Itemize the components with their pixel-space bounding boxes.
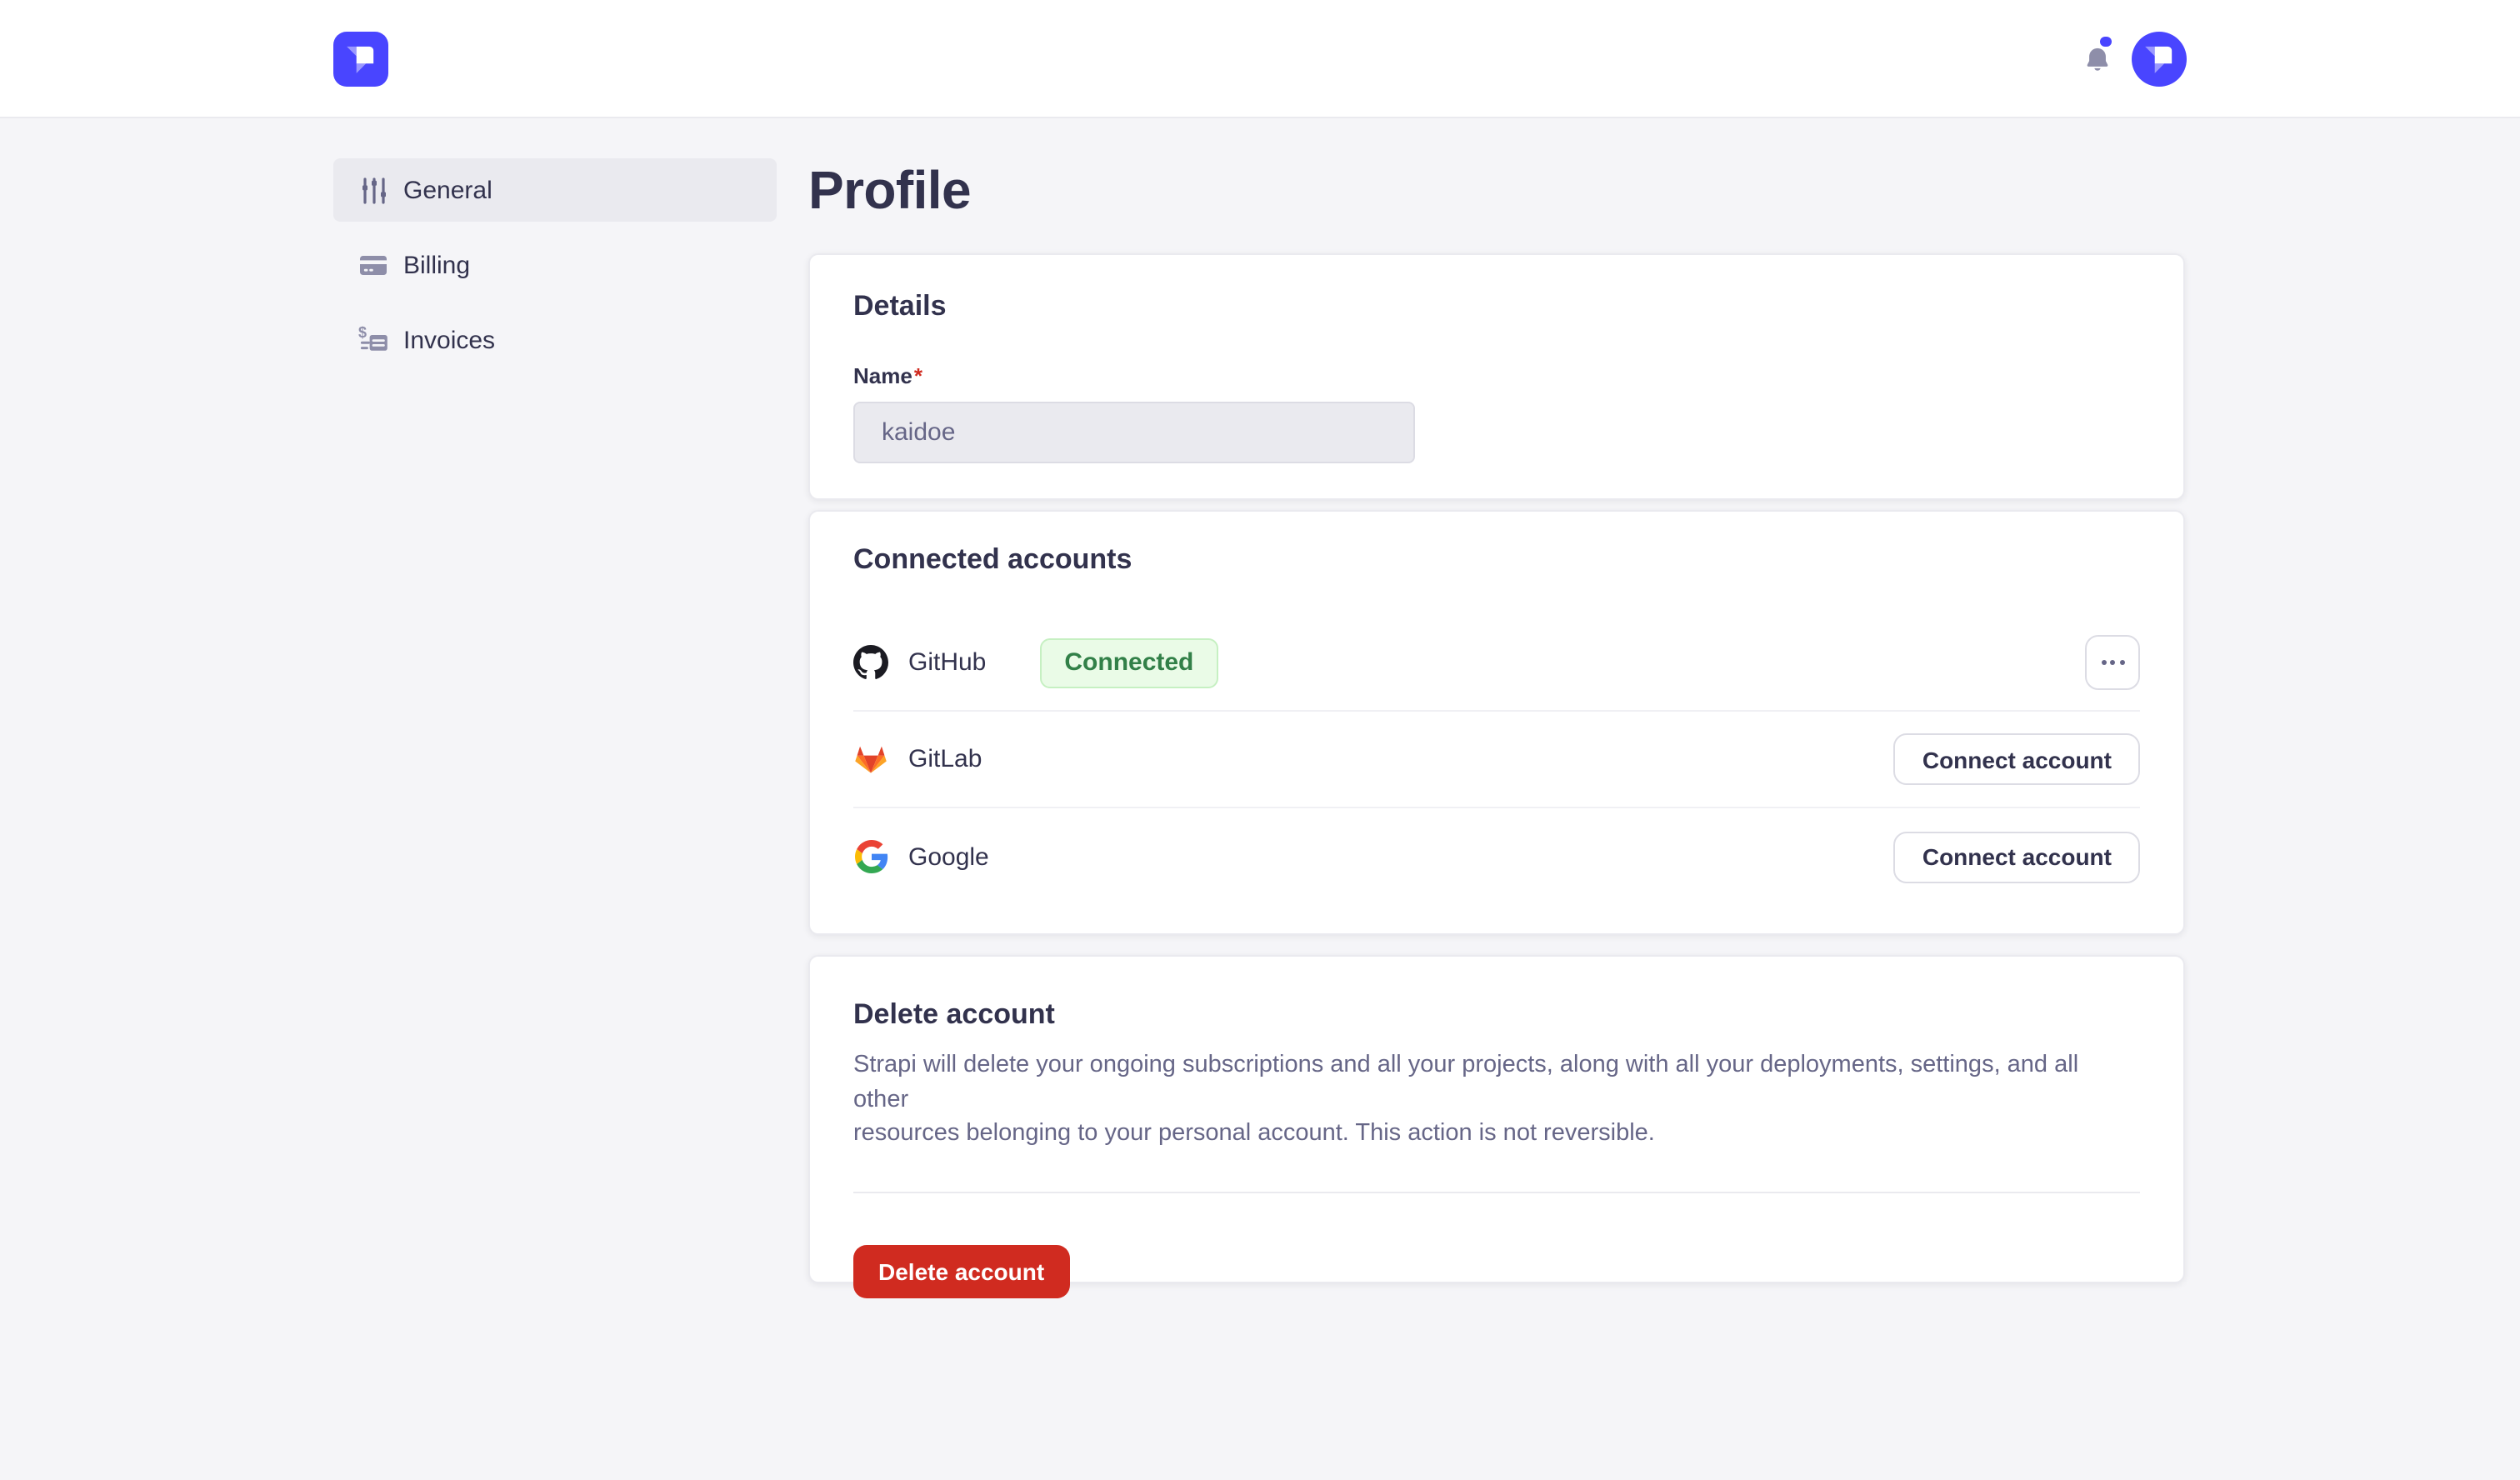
avatar-strapi-icon (2132, 32, 2187, 87)
ellipsis-icon (2101, 660, 2106, 665)
name-label: Name * (853, 363, 922, 388)
credit-card-icon (358, 250, 388, 280)
delete-account-description: Strapi will delete your ongoing subscrip… (853, 1052, 2079, 1147)
sidebar-item-label: General (403, 176, 492, 204)
details-card: Details Name * (808, 253, 2185, 500)
notifications-button[interactable] (2078, 33, 2118, 80)
account-name: GitHub (908, 648, 987, 677)
strapi-logo[interactable] (333, 32, 388, 87)
details-heading: Details (853, 290, 947, 322)
connect-gitlab-button[interactable]: Connect account (1893, 733, 2140, 785)
page-title: Profile (808, 160, 972, 220)
github-more-options-button[interactable] (2085, 635, 2140, 690)
top-header (0, 0, 2520, 118)
sidebar-item-invoices[interactable]: $ Invoices (333, 308, 777, 372)
delete-account-card: Delete account Strapi will delete your o… (808, 955, 2185, 1298)
strapi-logo-icon (333, 32, 388, 87)
sidebar-item-billing[interactable]: Billing (333, 233, 777, 297)
connect-google-button[interactable]: Connect account (1893, 831, 2140, 882)
github-icon (853, 645, 888, 680)
delete-account-heading: Delete account (853, 998, 1055, 1030)
sidebar-item-label: Invoices (403, 326, 496, 354)
account-row-github: GitHub Connected (853, 615, 2140, 712)
connected-accounts-card: Connected accounts GitHub Connected (808, 510, 2185, 935)
gitlab-icon (853, 742, 888, 777)
delete-account-button[interactable]: Delete account (853, 1244, 1070, 1298)
sidebar-item-general[interactable]: General (333, 158, 777, 222)
settings-nav: General Billing $ (333, 158, 777, 372)
account-name: GitLab (908, 745, 982, 773)
accounts-list: GitHub Connected (853, 615, 2140, 905)
sliders-icon (358, 176, 388, 204)
connected-status-badge: Connected (1039, 638, 1219, 688)
svg-text:$: $ (358, 325, 367, 341)
account-row-google: Google Connect account (853, 808, 2140, 905)
notification-dot (2100, 36, 2111, 47)
user-avatar[interactable] (2132, 32, 2187, 87)
name-input[interactable] (853, 402, 1415, 463)
sidebar-item-label: Billing (403, 251, 471, 279)
connected-accounts-heading: Connected accounts (853, 543, 1132, 575)
account-row-gitlab: GitLab Connect account (853, 712, 2140, 808)
invoice-icon: $ (358, 325, 388, 355)
account-name: Google (908, 842, 989, 871)
divider (853, 1191, 2140, 1192)
google-icon (853, 839, 888, 874)
required-asterisk: * (913, 363, 922, 388)
